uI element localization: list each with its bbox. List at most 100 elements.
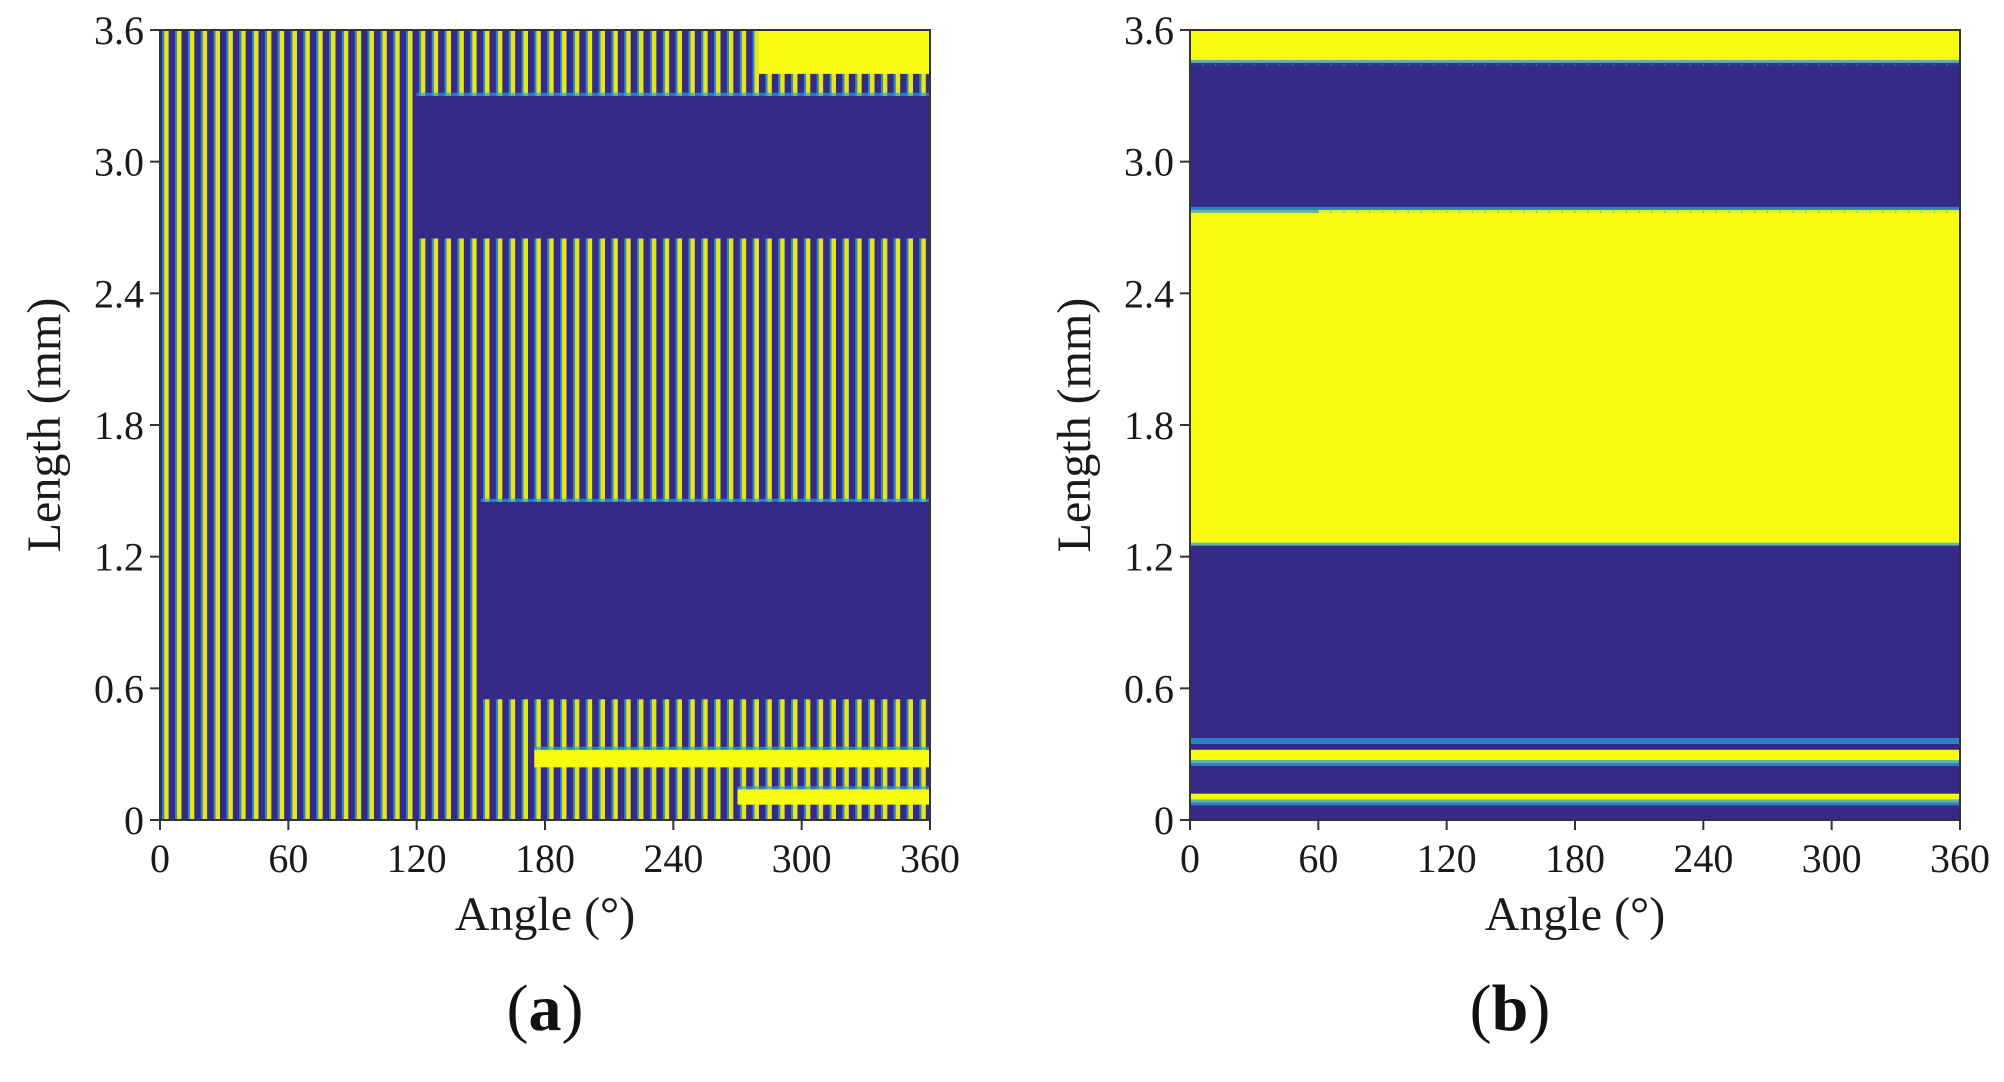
heatmap-transition (1831, 62, 1845, 91)
heatmap-stripe (651, 30, 657, 820)
y-tick-label: 1.8 (1124, 403, 1174, 448)
heatmap-stripe (857, 30, 862, 820)
heatmap-stripe-edge (816, 30, 819, 820)
heatmap-stripe-edge (508, 30, 511, 820)
heatmap-stripe-edge (521, 30, 524, 820)
heatmap-transition (1806, 209, 1819, 238)
heatmap-transition (1647, 545, 1661, 574)
heatmap-transition (1305, 62, 1319, 91)
heatmap-transition (1369, 62, 1383, 91)
heatmap-transition (1664, 62, 1678, 91)
heatmap-stripe-edge (252, 30, 255, 820)
heatmap-stripe (485, 30, 490, 820)
heatmap-stripe (741, 30, 747, 820)
heatmap-stripe (690, 30, 695, 820)
heatmap-stripe (408, 30, 413, 820)
heatmap-stripe-edge (406, 30, 409, 820)
y-tick-label: 3.0 (1124, 140, 1174, 185)
heatmap-stripe-edge (367, 30, 370, 820)
heatmap-transition (1472, 209, 1486, 238)
heatmap-transition (1433, 62, 1447, 91)
heatmap-transition (1446, 209, 1460, 238)
heatmap-stripe-edge (868, 30, 871, 820)
heatmap-stripe-edge (483, 30, 486, 820)
heatmap-stripe-edge (534, 30, 537, 820)
x-axis-title: Angle (°) (1485, 888, 1665, 941)
y-tick-label: 2.4 (1124, 271, 1174, 316)
heatmap-region-edge (1190, 799, 1960, 806)
heatmap-stripe (446, 30, 451, 820)
heatmap-transition (1408, 209, 1421, 238)
heatmap-transition (1917, 545, 1931, 574)
heatmap-region-low (1190, 62, 1960, 210)
heatmap-transition (1369, 209, 1383, 238)
heatmap-stripe (677, 30, 682, 820)
heatmap-transition (1202, 62, 1216, 91)
plot-area (160, 30, 930, 820)
heatmap-transition (1895, 209, 1909, 238)
heatmap-transition (1955, 545, 1960, 565)
heatmap-stripe (510, 30, 516, 820)
heatmap-transition (1921, 209, 1935, 238)
heatmap-region-edge (1190, 59, 1960, 66)
heatmap-stripe-edge (598, 30, 601, 820)
heatmap-transition (1677, 62, 1691, 91)
heatmap-transition (1562, 62, 1575, 91)
heatmap-transition (1562, 209, 1575, 238)
heatmap-transition (1468, 545, 1481, 574)
heatmap-stripe (189, 30, 195, 820)
plot-area (1190, 30, 1960, 820)
heatmap-transition (1626, 209, 1640, 238)
heatmap-transition (1703, 62, 1717, 91)
y-tick-label: 3.0 (94, 140, 144, 185)
heatmap-transition (1840, 545, 1854, 574)
heatmap-stripe (202, 30, 208, 820)
heatmap-stripe (831, 30, 836, 820)
heatmap-stripe-edge (431, 30, 434, 820)
heatmap-transition (1356, 209, 1370, 238)
heatmap-region-high (1190, 209, 1960, 546)
heatmap-transition (1331, 209, 1344, 238)
heatmap-transition (1493, 545, 1507, 574)
heatmap-stripe-edge (752, 30, 755, 820)
heatmap-transition (1472, 62, 1486, 91)
heatmap-stripe-edge (611, 30, 614, 820)
heatmap-stripe-edge (187, 30, 190, 820)
heatmap-region-edge (480, 498, 930, 502)
heatmap-stripe (639, 30, 644, 820)
y-tick-label: 0 (1154, 798, 1174, 843)
heatmap-transition (1421, 209, 1434, 238)
panel-label: (b) (1470, 972, 1551, 1045)
heatmap-transition (1677, 209, 1691, 238)
heatmap-stripe (382, 30, 387, 820)
heatmap-transition (1844, 209, 1858, 238)
heatmap-transition (1831, 209, 1845, 238)
heatmap-transition (1344, 209, 1357, 238)
heatmap-stripe-edge (880, 30, 883, 820)
heatmap-transition (1827, 545, 1841, 574)
heatmap-region-high (534, 749, 930, 768)
heatmap-transition (1523, 62, 1537, 91)
heatmap-transition (1575, 62, 1588, 91)
x-tick-label: 120 (1417, 836, 1477, 881)
heatmap-transition (1776, 545, 1789, 574)
heatmap-transition (1716, 209, 1729, 238)
heatmap-stripe (767, 30, 772, 820)
heatmap-stripe (331, 30, 336, 820)
heatmap-transition (1485, 209, 1498, 238)
heatmap-transition (1403, 545, 1417, 574)
heatmap-stripe-edge (162, 30, 165, 820)
heatmap-stripe (395, 30, 400, 820)
heatmap-transition (1575, 209, 1588, 238)
heatmap-transition (1395, 62, 1409, 91)
heatmap-stripe-edge (560, 30, 563, 820)
heatmap-transition (1741, 209, 1755, 238)
heatmap-transition (1421, 62, 1434, 91)
heatmap-stripe-edge (444, 30, 447, 820)
x-tick-label: 120 (387, 836, 447, 881)
heatmap-transition (1878, 545, 1892, 574)
heatmap-stripe-edge (688, 30, 691, 820)
heatmap-stripe (716, 30, 721, 820)
panel-label: (a) (507, 972, 584, 1045)
heatmap-stripe (420, 30, 426, 820)
